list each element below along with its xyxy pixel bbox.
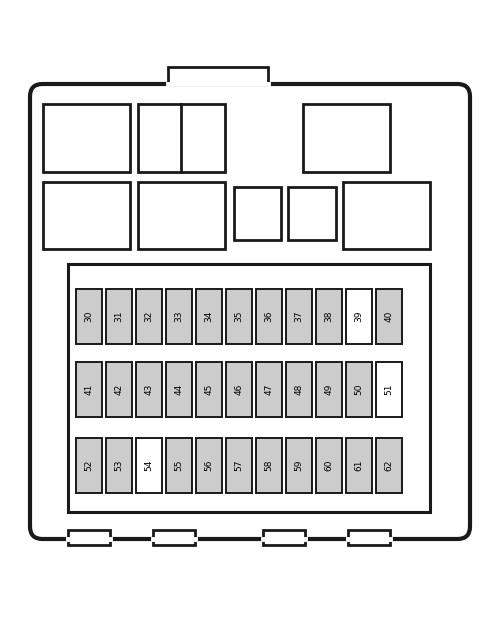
- Bar: [168, 67, 268, 85]
- Text: 57: 57: [234, 459, 244, 471]
- Bar: [346, 362, 372, 417]
- Text: 53: 53: [114, 459, 124, 471]
- Text: 40: 40: [384, 311, 394, 322]
- Text: 52: 52: [84, 459, 94, 471]
- Bar: [234, 187, 281, 240]
- Bar: [288, 187, 336, 240]
- Text: 31: 31: [114, 311, 124, 322]
- Bar: [376, 438, 402, 493]
- Bar: [68, 264, 430, 512]
- Bar: [376, 362, 402, 417]
- Bar: [346, 289, 372, 344]
- Text: 47: 47: [264, 383, 274, 395]
- Bar: [348, 530, 390, 545]
- Text: 33: 33: [174, 311, 184, 322]
- Text: 59: 59: [294, 459, 304, 471]
- Bar: [136, 289, 162, 344]
- Text: 45: 45: [204, 383, 214, 395]
- Bar: [286, 289, 312, 344]
- Bar: [76, 362, 102, 417]
- Text: 60: 60: [324, 459, 334, 471]
- Text: 44: 44: [174, 383, 184, 395]
- Bar: [302, 104, 390, 172]
- Bar: [42, 182, 130, 249]
- Bar: [76, 438, 102, 493]
- Bar: [286, 438, 312, 493]
- Bar: [226, 289, 252, 344]
- Bar: [342, 182, 430, 249]
- Bar: [42, 104, 130, 172]
- Text: 55: 55: [174, 459, 184, 471]
- Bar: [196, 438, 222, 493]
- Bar: [226, 438, 252, 493]
- Bar: [256, 289, 282, 344]
- Text: 48: 48: [294, 383, 304, 395]
- Text: 42: 42: [114, 383, 124, 395]
- Bar: [196, 362, 222, 417]
- Bar: [226, 362, 252, 417]
- Text: 32: 32: [144, 311, 154, 322]
- Bar: [286, 362, 312, 417]
- Bar: [106, 362, 132, 417]
- Bar: [166, 362, 192, 417]
- Text: 51: 51: [384, 383, 394, 395]
- Text: 49: 49: [324, 383, 334, 395]
- Bar: [136, 362, 162, 417]
- Bar: [376, 289, 402, 344]
- Text: 30: 30: [84, 311, 94, 322]
- Text: 43: 43: [144, 383, 154, 395]
- Text: 38: 38: [324, 311, 334, 322]
- Text: 39: 39: [354, 311, 364, 322]
- Text: 46: 46: [234, 383, 244, 395]
- Text: 35: 35: [234, 311, 244, 322]
- Bar: [138, 104, 225, 172]
- Bar: [138, 182, 225, 249]
- Bar: [166, 289, 192, 344]
- Bar: [106, 289, 132, 344]
- Text: 34: 34: [204, 311, 214, 322]
- Bar: [152, 530, 195, 545]
- Bar: [316, 438, 342, 493]
- Text: 37: 37: [294, 311, 304, 322]
- Bar: [76, 289, 102, 344]
- Bar: [346, 438, 372, 493]
- Text: 36: 36: [264, 311, 274, 322]
- Text: 58: 58: [264, 459, 274, 471]
- Bar: [196, 289, 222, 344]
- Bar: [262, 530, 305, 545]
- Bar: [68, 530, 110, 545]
- Bar: [256, 438, 282, 493]
- Text: 54: 54: [144, 459, 154, 471]
- FancyBboxPatch shape: [30, 84, 470, 539]
- Bar: [136, 438, 162, 493]
- Bar: [106, 438, 132, 493]
- Bar: [256, 362, 282, 417]
- Text: 62: 62: [384, 459, 394, 471]
- Text: 41: 41: [84, 383, 94, 395]
- Text: 61: 61: [354, 459, 364, 471]
- Bar: [316, 362, 342, 417]
- Bar: [316, 289, 342, 344]
- Bar: [166, 438, 192, 493]
- Text: 56: 56: [204, 459, 214, 471]
- Text: 50: 50: [354, 383, 364, 395]
